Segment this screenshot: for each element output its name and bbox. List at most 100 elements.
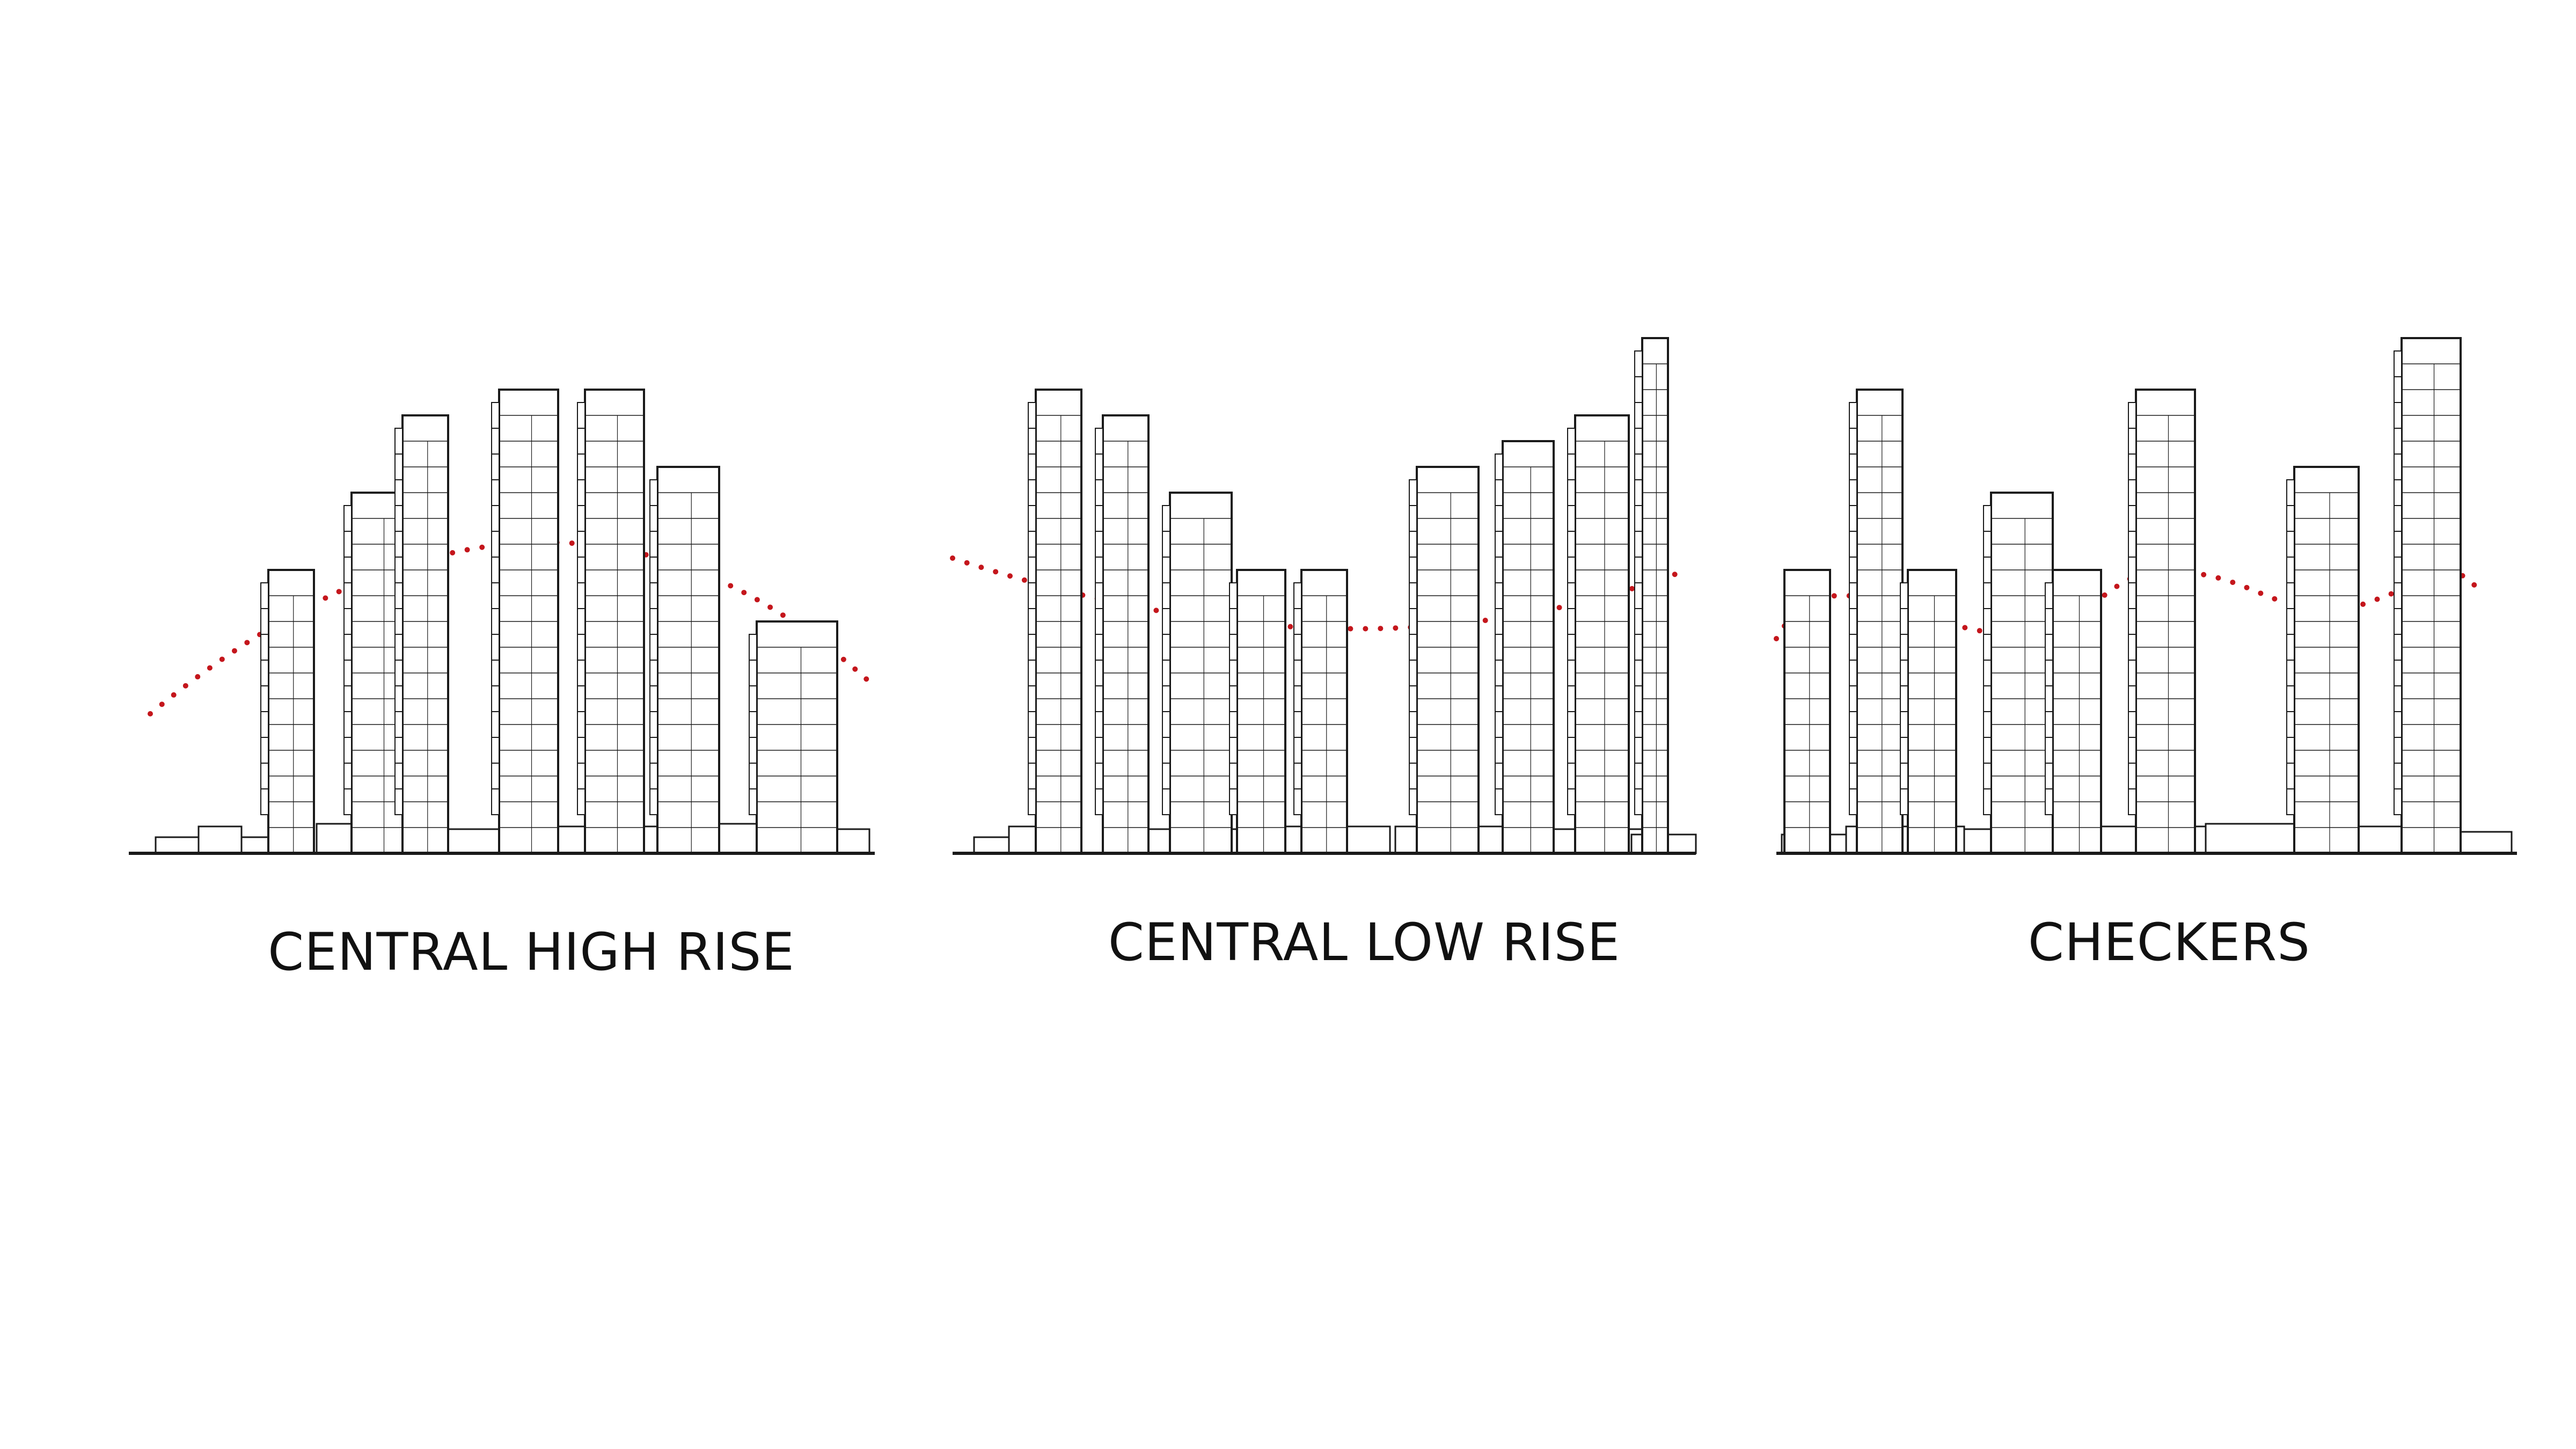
balcony-step [749, 737, 757, 763]
balcony-step [749, 634, 757, 660]
balcony-step [1409, 737, 1417, 763]
balcony-step [492, 609, 499, 634]
balcony-step [1095, 583, 1103, 609]
balcony-step [650, 583, 657, 609]
balcony-step [1162, 506, 1170, 531]
tower-7 [1495, 441, 1554, 853]
panel-checkers [1776, 338, 2517, 853]
balcony-step [2045, 789, 2053, 815]
balcony-step [1028, 480, 1036, 506]
balcony-step [2128, 557, 2136, 583]
balcony-step [749, 660, 757, 686]
balcony-step [1635, 428, 1642, 454]
balcony-step [650, 789, 657, 815]
balcony-step [2045, 583, 2053, 609]
balcony-step [577, 480, 585, 506]
balcony-step [2394, 454, 2402, 480]
balcony-step [395, 660, 402, 686]
balcony-step [650, 634, 657, 660]
balcony-step [1984, 506, 1991, 531]
balcony-step [577, 634, 585, 660]
balcony-step [492, 402, 499, 428]
balcony-step [1095, 506, 1103, 531]
balcony-step [1409, 557, 1417, 583]
balcony-step [1028, 531, 1036, 557]
balcony-step [1495, 557, 1503, 583]
balcony-step [1409, 789, 1417, 815]
balcony-step [650, 531, 657, 557]
balcony-step [1095, 531, 1103, 557]
balcony-step [1984, 531, 1991, 557]
tower-7 [749, 621, 837, 853]
balcony-step [577, 583, 585, 609]
balcony-step [1409, 531, 1417, 557]
balcony-step [1900, 686, 1908, 712]
balcony-step [1095, 660, 1103, 686]
balcony-step [1849, 402, 1857, 428]
tower-5 [1294, 570, 1347, 853]
balcony-step [2128, 454, 2136, 480]
balcony-step [1984, 634, 1991, 660]
tower-2 [1849, 390, 1902, 853]
balcony-step [1028, 789, 1036, 815]
tower-body [1103, 415, 1148, 853]
balcony-step [1495, 634, 1503, 660]
balcony-step [261, 712, 268, 737]
balcony-step [492, 737, 499, 763]
balcony-step [1635, 737, 1642, 763]
balcony-step [1294, 763, 1301, 789]
balcony-step [395, 712, 402, 737]
balcony-step [2394, 583, 2402, 609]
tower-body [657, 467, 719, 853]
balcony-step [492, 634, 499, 660]
balcony-step [261, 763, 268, 789]
balcony-step [1495, 789, 1503, 815]
balcony-step [1409, 763, 1417, 789]
balcony-step [1849, 789, 1857, 815]
tower-5 [2045, 570, 2101, 853]
balcony-step [1162, 712, 1170, 737]
balcony-step [1095, 737, 1103, 763]
balcony-step [2128, 737, 2136, 763]
balcony-step [261, 686, 268, 712]
balcony-step [1849, 634, 1857, 660]
balcony-step [1849, 609, 1857, 634]
balcony-step [577, 609, 585, 634]
balcony-step [1294, 634, 1301, 660]
balcony-step [1162, 789, 1170, 815]
panel-central-high-rise [129, 390, 875, 853]
balcony-step [344, 531, 352, 557]
balcony-step [1409, 480, 1417, 506]
tower-4 [492, 390, 558, 853]
balcony-step [1635, 454, 1642, 480]
balcony-step [1495, 660, 1503, 686]
balcony-step [492, 686, 499, 712]
balcony-step [1294, 737, 1301, 763]
balcony-step [1900, 789, 1908, 815]
balcony-step [1495, 531, 1503, 557]
tower-body [1784, 570, 1830, 853]
balcony-step [261, 634, 268, 660]
balcony-step [492, 557, 499, 583]
balcony-step [2287, 531, 2294, 557]
balcony-step [577, 506, 585, 531]
balcony-step [1230, 712, 1237, 737]
balcony-step [577, 402, 585, 428]
balcony-step [1495, 737, 1503, 763]
balcony-step [1635, 480, 1642, 506]
tower-1 [261, 570, 314, 853]
balcony-step [1849, 686, 1857, 712]
balcony-step [395, 763, 402, 789]
balcony-step [2128, 712, 2136, 737]
balcony-step [650, 660, 657, 686]
balcony-step [2128, 634, 2136, 660]
caption-central-low-rise: CENTRAL LOW RISE [989, 912, 1740, 972]
balcony-step [344, 712, 352, 737]
balcony-step [1294, 609, 1301, 634]
balcony-step [2128, 609, 2136, 634]
balcony-step [261, 660, 268, 686]
balcony-step [1900, 763, 1908, 789]
balcony-step [1635, 634, 1642, 660]
balcony-step [2128, 531, 2136, 557]
caption-checkers: CHECKERS [1794, 912, 2545, 972]
